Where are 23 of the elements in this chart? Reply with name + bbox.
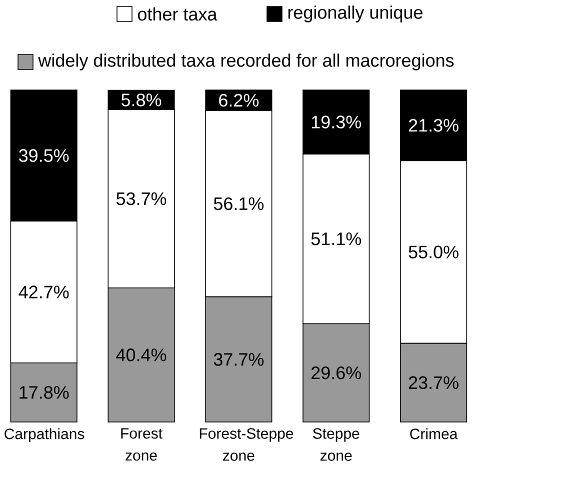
data-label: 29.6% (312, 366, 362, 380)
data-label: 5.8% (121, 94, 162, 106)
data-label: 6.2% (219, 94, 259, 107)
x-tick-label: Steppe zone (313, 428, 360, 461)
data-label: 17.8% (20, 386, 69, 399)
data-label: 56.1% (214, 197, 264, 210)
legend-label: widely distributed taxa recorded for all macroregions (38, 54, 454, 70)
x-tick-label: Carpathians (4, 428, 84, 442)
data-label: 19.3% (312, 116, 362, 128)
legend-label: other taxa (138, 7, 218, 21)
data-label: 42.7% (18, 286, 69, 298)
data-label: 21.3% (408, 118, 458, 132)
data-label: 55.0% (408, 246, 458, 258)
data-label: 23.7% (408, 376, 458, 390)
x-tick-label: Crimea (410, 428, 458, 440)
data-label: 40.4% (116, 348, 166, 362)
data-label: 53.7% (116, 192, 166, 206)
x-tick-label: Forest zone (121, 428, 162, 461)
x-tick-label: Forest-Steppe zone (200, 428, 294, 461)
data-label: 51.1% (311, 232, 362, 246)
legend-label: regionally unique (288, 6, 422, 22)
data-label: 37.7% (214, 353, 264, 366)
data-label: 39.5% (19, 149, 69, 162)
